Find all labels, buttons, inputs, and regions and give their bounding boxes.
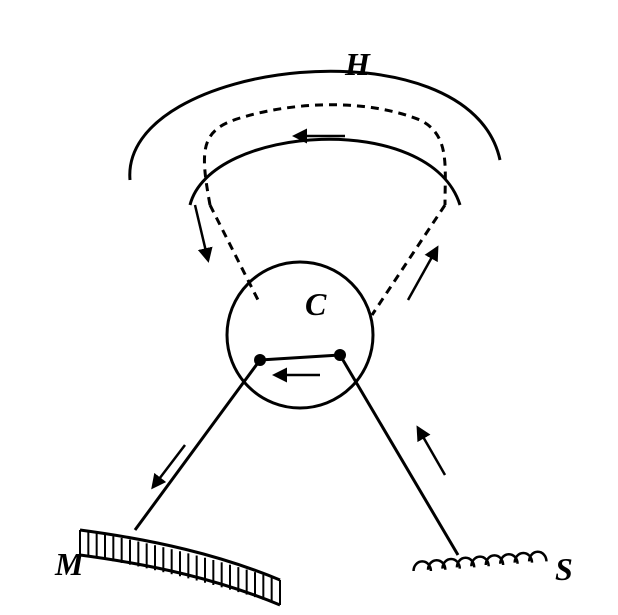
edge-solid_left_to_M — [135, 360, 260, 530]
node-h-inner — [190, 139, 460, 205]
arrow-arrow_left_down — [195, 205, 208, 260]
label-s: S — [555, 551, 573, 587]
label-m: M — [54, 546, 85, 582]
edge-solid_right_to_S — [340, 355, 458, 555]
arrow-arrow_from_S — [418, 428, 445, 475]
edge-dashed_left_down — [210, 205, 258, 300]
label-h: H — [344, 46, 371, 82]
label-c: C — [305, 286, 327, 322]
node-s-coil — [414, 552, 547, 571]
diagram-canvas: H C M S — [0, 0, 618, 615]
edge-solid_C_inner — [260, 355, 340, 360]
node-m-hatched — [80, 530, 280, 605]
